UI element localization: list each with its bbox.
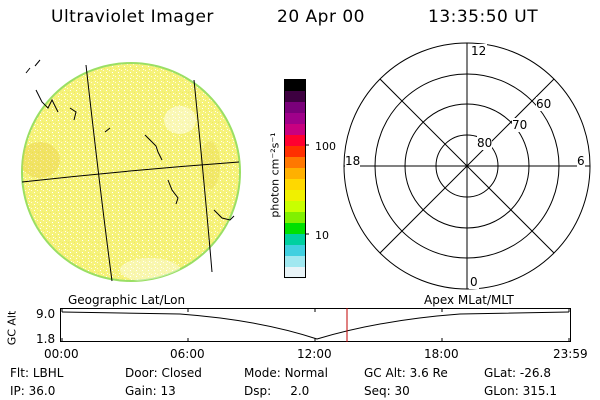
- colorbar-swatch: [285, 135, 305, 147]
- status-seq: Seq: 30: [364, 384, 410, 398]
- geographic-title: Geographic Lat/Lon: [68, 293, 186, 307]
- colorbar-swatch: [285, 223, 305, 235]
- mlt-label-18: 18: [345, 154, 361, 168]
- x-tick-1800: 18:00: [424, 347, 459, 361]
- x-tick-0600: 06:00: [170, 347, 205, 361]
- colorbar-swatch: [285, 157, 305, 169]
- coastline-outline: [25, 59, 235, 221]
- status-door: Door: Closed: [125, 366, 202, 380]
- colorbar-unit-label: photon cm⁻²s⁻¹: [268, 132, 282, 218]
- altitude-curve: [61, 311, 570, 340]
- y-tick-9: 9.0: [36, 307, 56, 321]
- status-glat: GLat: -26.8: [484, 366, 551, 380]
- colorbar-swatch: [285, 256, 305, 268]
- colorbar: [284, 79, 309, 279]
- apex-title: Apex MLat/MLT: [424, 293, 514, 307]
- colorbar-swatch: [285, 267, 305, 279]
- colorbar-swatch: [285, 245, 305, 257]
- disk-body: [23, 64, 239, 280]
- mlat-label-80: 80: [477, 136, 493, 150]
- colorbar-swatch: [285, 113, 305, 125]
- date-label: 20 Apr 00: [277, 7, 365, 27]
- colorbar-swatch: [285, 146, 305, 158]
- colorbar-tick-100: 100: [315, 140, 336, 153]
- x-tick-0000: 00:00: [44, 347, 79, 361]
- mlat-label-60: 60: [536, 97, 552, 111]
- status-ip: IP: 36.0: [10, 384, 56, 398]
- polar-diagonal-2: [379, 78, 555, 254]
- status-dsp: Dsp: 2.0: [244, 384, 310, 398]
- colorbar-swatch: [285, 201, 305, 213]
- gc-alt-axis-label: GC Alt: [5, 310, 19, 346]
- mlt-label-0: 0: [469, 275, 479, 289]
- colorbar-swatch: [285, 80, 305, 92]
- polar-mlt-plot: [343, 42, 591, 290]
- uv-disk-image: [21, 59, 241, 282]
- altitude-timeline: [60, 308, 571, 342]
- status-mode: Mode: Normal: [244, 366, 328, 380]
- status-filter: Flt: LBHL: [10, 366, 64, 380]
- status-gc-alt: GC Alt: 3.6 Re: [364, 366, 448, 380]
- time-label: 13:35:50 UT: [428, 7, 539, 27]
- x-tick-1200: 12:00: [297, 347, 332, 361]
- colorbar-swatch: [285, 102, 305, 114]
- x-tick-2359: 23:59: [553, 347, 588, 361]
- y-tick-1-8: 1.8: [36, 332, 56, 346]
- colorbar-swatch: [285, 179, 305, 191]
- instrument-title: Ultraviolet Imager: [51, 7, 214, 27]
- colorbar-swatch: [285, 91, 305, 103]
- mlt-label-6: 6: [577, 154, 585, 168]
- colorbar-swatch: [285, 168, 305, 180]
- status-gain: Gain: 13: [125, 384, 176, 398]
- colorbar-swatch: [285, 124, 305, 136]
- colorbar-swatch: [285, 234, 305, 246]
- status-glon: GLon: 315.1: [484, 384, 557, 398]
- colorbar-swatch: [285, 212, 305, 224]
- lat-lon-grid: [21, 64, 240, 282]
- colorbar-swatch: [285, 190, 305, 202]
- mlt-label-12: 12: [470, 44, 488, 58]
- mlat-label-70: 70: [512, 118, 528, 132]
- colorbar-tick-10: 10: [315, 229, 329, 242]
